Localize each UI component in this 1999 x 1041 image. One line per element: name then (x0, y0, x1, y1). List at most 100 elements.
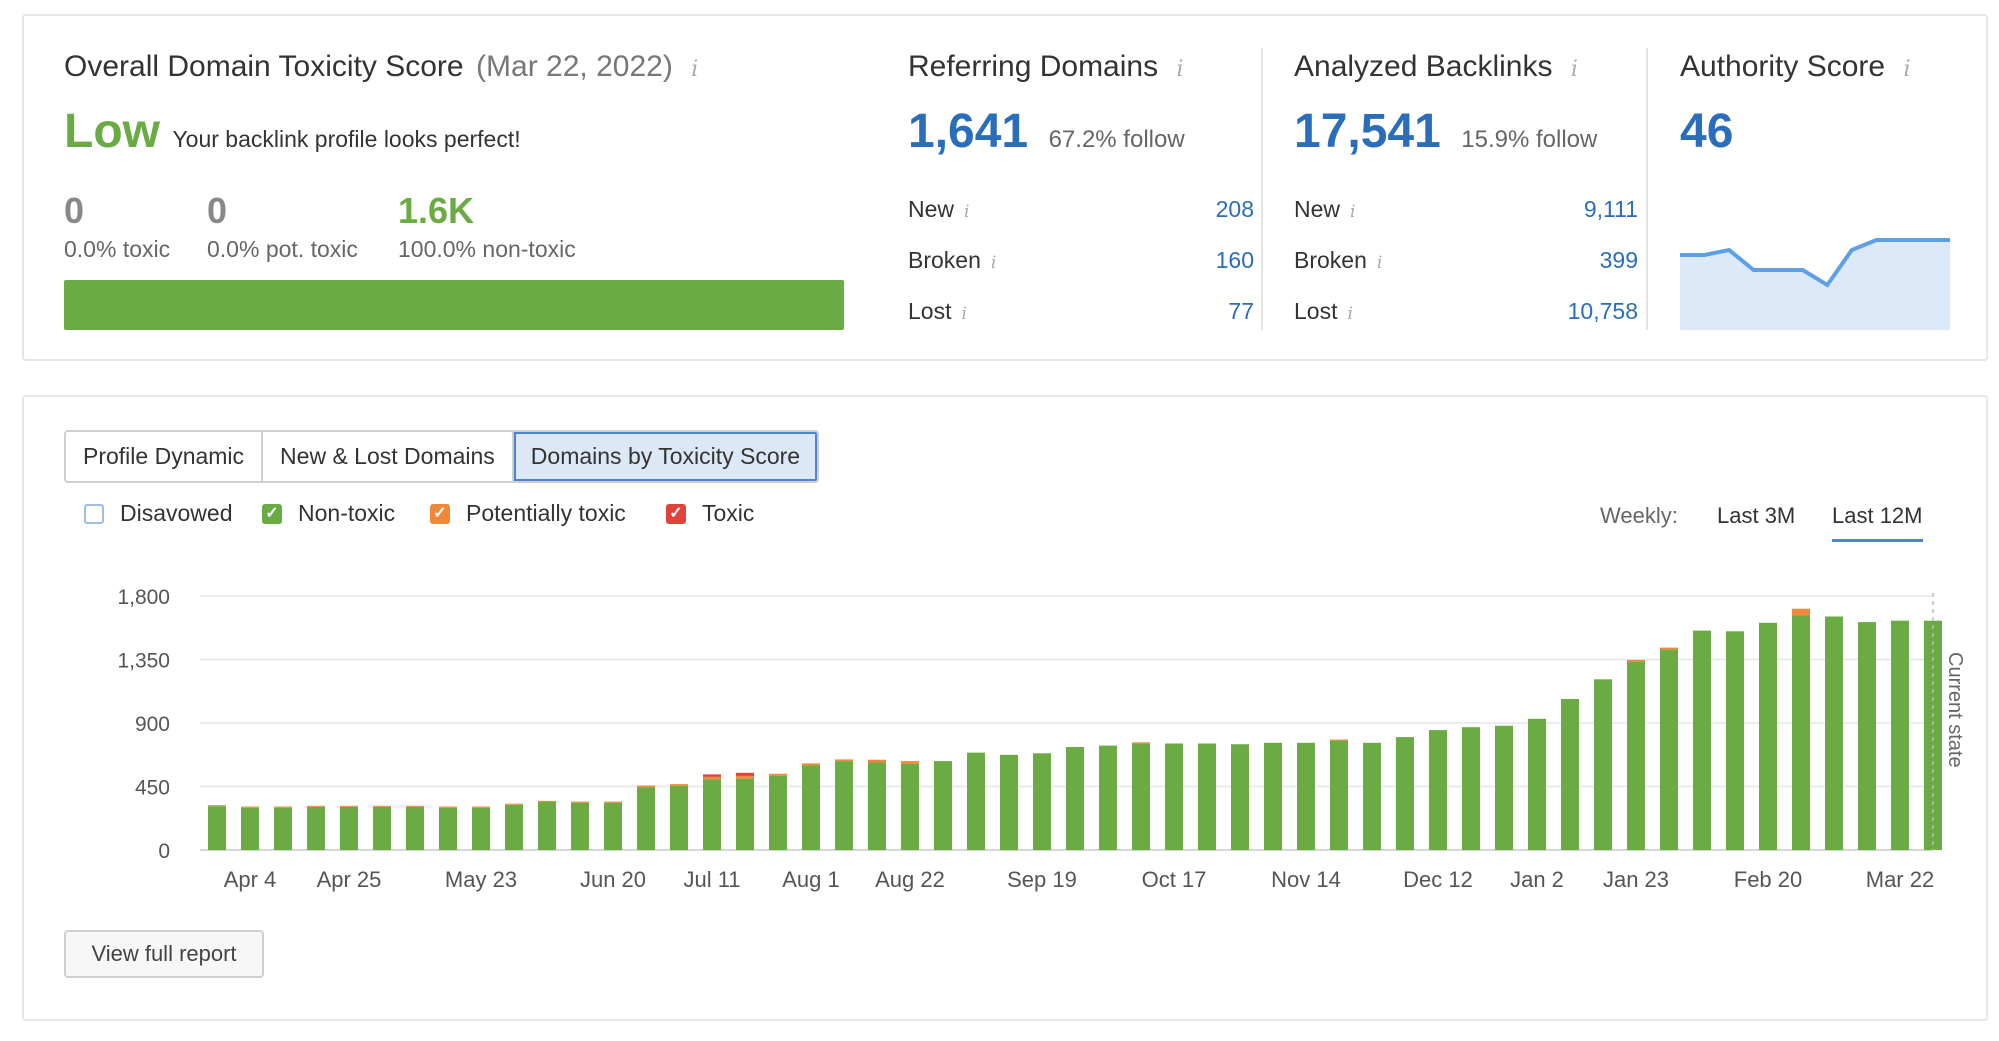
x-tick-label: Oct 17 (1142, 867, 1207, 892)
legend-toxic[interactable]: ✓ Toxic (666, 500, 754, 527)
bl-broken-value[interactable]: 399 (1599, 247, 1638, 273)
info-icon[interactable]: i (1347, 304, 1353, 324)
bar-non-toxic (604, 802, 622, 850)
info-icon[interactable]: i (1176, 57, 1184, 82)
bar-non-toxic (1066, 747, 1084, 850)
bar-potentially-toxic (274, 806, 292, 808)
chart-tabs: Profile Dynamic New & Lost Domains Domai… (64, 430, 820, 483)
bar-non-toxic (703, 779, 721, 850)
bar-non-toxic (736, 778, 754, 850)
bar-toxic (703, 774, 721, 777)
bar-potentially-toxic (373, 805, 391, 807)
backlinks-value[interactable]: 17,541 (1294, 105, 1441, 158)
legend-potentially-toxic[interactable]: ✓ Potentially toxic (430, 500, 626, 527)
referring-domains-value-row: 1,641 67.2% follow (908, 104, 1185, 159)
x-tick-label: Nov 14 (1271, 867, 1341, 892)
info-icon[interactable]: i (961, 304, 967, 324)
rd-broken-value[interactable]: 160 (1215, 247, 1254, 273)
bar-non-toxic (769, 775, 787, 850)
rd-lost-label: Lost i (908, 298, 967, 325)
bl-lost-text: Lost (1294, 298, 1338, 324)
bar-potentially-toxic (868, 759, 886, 763)
bar-non-toxic (967, 752, 985, 850)
bar-non-toxic (1792, 615, 1810, 850)
checkbox-checked-icon[interactable]: ✓ (430, 503, 450, 524)
toxicity-message: Your backlink profile looks perfect! (172, 126, 521, 152)
bar-potentially-toxic (538, 800, 556, 802)
info-icon[interactable]: i (1903, 57, 1911, 82)
bar-non-toxic (571, 802, 589, 850)
bar-non-toxic (1462, 727, 1480, 850)
bar-non-toxic (439, 807, 457, 850)
authority-header: Authority Score i (1680, 50, 1911, 84)
bar-non-toxic (1330, 740, 1348, 850)
pot-toxic-label: 0.0% pot. toxic (207, 236, 358, 262)
period-last-3m[interactable]: Last 3M (1717, 503, 1796, 528)
toxic-label: 0.0% toxic (64, 236, 171, 262)
bar-non-toxic (1825, 616, 1843, 850)
bar-non-toxic (472, 807, 490, 850)
bar-non-toxic (637, 787, 655, 850)
bar-potentially-toxic (670, 784, 688, 786)
tab-new-lost-domains[interactable]: New & Lost Domains (263, 432, 514, 481)
legend-non-toxic[interactable]: ✓ Non-toxic (262, 500, 395, 527)
x-tick-label: Jan 23 (1603, 867, 1669, 892)
rd-broken-label: Broken i (908, 247, 996, 274)
bar-potentially-toxic (1330, 739, 1348, 741)
bar-potentially-toxic (802, 763, 820, 766)
x-tick-label: Aug 22 (875, 867, 945, 892)
x-tick-label: Dec 12 (1403, 867, 1473, 892)
bar-non-toxic (307, 807, 325, 850)
bl-new-value[interactable]: 9,111 (1583, 196, 1638, 222)
rd-lost-value[interactable]: 77 (1228, 298, 1254, 324)
bar-non-toxic (1759, 622, 1777, 850)
bar-non-toxic (1561, 699, 1579, 850)
bar-non-toxic (1891, 620, 1909, 850)
bar-non-toxic (1198, 743, 1216, 850)
x-tick-label: Jul 11 (683, 867, 740, 892)
referring-domains-follow: 67.2% follow (1048, 126, 1185, 153)
authority-title: Authority Score (1680, 50, 1886, 83)
toxicity-level: Low (64, 105, 160, 158)
info-icon[interactable]: i (1350, 202, 1356, 222)
info-icon[interactable]: i (964, 202, 970, 222)
x-tick-label: Apr 4 (224, 867, 277, 892)
backlinks-header: Analyzed Backlinks i (1294, 50, 1578, 84)
bar-non-toxic (1693, 630, 1711, 850)
info-icon[interactable]: i (1376, 253, 1383, 273)
info-icon[interactable]: i (691, 57, 699, 82)
bar-potentially-toxic (1627, 659, 1645, 662)
bar-potentially-toxic (604, 801, 622, 803)
bar-non-toxic (505, 804, 523, 850)
checkbox-unchecked-icon[interactable] (84, 503, 104, 524)
legend-disavowed[interactable]: Disavowed (84, 500, 233, 527)
rd-new-value[interactable]: 208 (1215, 196, 1254, 222)
bar-non-toxic (934, 761, 952, 850)
checkbox-checked-icon[interactable]: ✓ (666, 503, 686, 524)
bar-potentially-toxic (208, 805, 226, 807)
checkbox-checked-icon[interactable]: ✓ (262, 503, 282, 524)
bl-broken-text: Broken (1294, 247, 1367, 273)
toxicity-level-row: Low Your backlink profile looks perfect! (64, 104, 521, 159)
bar-non-toxic (670, 785, 688, 850)
bar-non-toxic (1000, 754, 1018, 851)
toxicity-date: (Mar 22, 2022) (476, 50, 673, 83)
period-last-12m[interactable]: Last 12M (1832, 503, 1923, 542)
bl-lost-value[interactable]: 10,758 (1567, 298, 1638, 324)
non-toxic-label: 100.0% non-toxic (398, 236, 576, 262)
tab-profile-dynamic[interactable]: Profile Dynamic (66, 432, 264, 481)
toxic-count: 0 (64, 190, 85, 231)
bar-potentially-toxic (406, 805, 424, 807)
x-tick-label: Apr 25 (317, 867, 382, 892)
bar-non-toxic (1429, 730, 1447, 850)
toxicity-bar-chart: 0 450 900 1,350 1,800 Apr 4 Apr 25 May 23 Jun 20… (117, 586, 1966, 892)
info-icon[interactable]: i (990, 253, 997, 273)
bar-non-toxic (373, 807, 391, 850)
bar-non-toxic (1495, 725, 1513, 850)
tab-domains-by-toxicity[interactable]: Domains by Toxicity Score (513, 432, 818, 481)
referring-domains-value[interactable]: 1,641 (908, 105, 1029, 158)
view-full-report-button[interactable]: View full report (64, 930, 264, 978)
bar-non-toxic (1231, 744, 1249, 850)
bar-non-toxic (406, 807, 424, 850)
info-icon[interactable]: i (1570, 57, 1578, 82)
